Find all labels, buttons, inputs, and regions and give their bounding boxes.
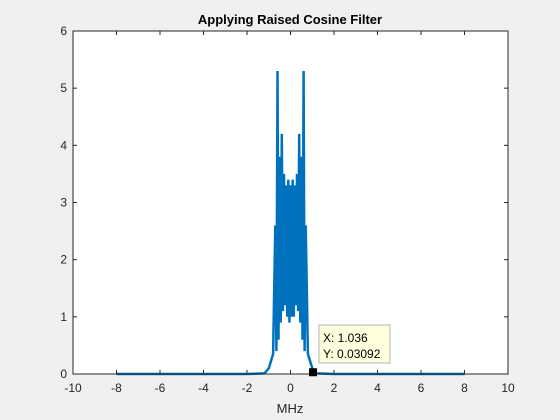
- y-tick-label: 1: [60, 310, 67, 324]
- x-tick-label: 4: [374, 381, 381, 395]
- x-tick-label: -6: [155, 381, 166, 395]
- x-tick-label: 0: [287, 381, 294, 395]
- x-tick-label: -10: [64, 381, 82, 395]
- datatip-marker[interactable]: [309, 368, 318, 377]
- ticks-layer: -10 -8 -6 -4 -2 0 2 4 6 8 10 0 1 2 3 4 5 6: [60, 24, 515, 395]
- x-tick-label: -2: [242, 381, 253, 395]
- series-layer: [116, 70, 465, 376]
- x-tick-label: -4: [198, 381, 209, 395]
- y-tick-label: 5: [60, 81, 67, 95]
- y-tick-label: 3: [60, 196, 67, 210]
- x-tick-label: 2: [331, 381, 338, 395]
- datatip-y-text: Y: 0.03092: [323, 347, 381, 361]
- chart-title: Applying Raised Cosine Filter: [198, 12, 382, 27]
- x-tick-label: 8: [461, 381, 468, 395]
- y-tick-label: 4: [60, 138, 67, 152]
- y-tick-label: 6: [60, 24, 67, 38]
- x-tick-label: 6: [418, 381, 425, 395]
- x-tick-label: 10: [501, 381, 515, 395]
- y-tick-label: 0: [60, 367, 67, 381]
- x-axis-label: MHz: [277, 401, 304, 416]
- datatip-box: [318, 324, 391, 364]
- datatip[interactable]: X: 1.036 Y: 0.03092: [309, 324, 391, 377]
- y-tick-label: 2: [60, 253, 67, 267]
- x-tick-label: -8: [111, 381, 122, 395]
- axes-box: [72, 30, 509, 375]
- series-line: [116, 70, 465, 376]
- datatip-x-text: X: 1.036: [323, 331, 368, 345]
